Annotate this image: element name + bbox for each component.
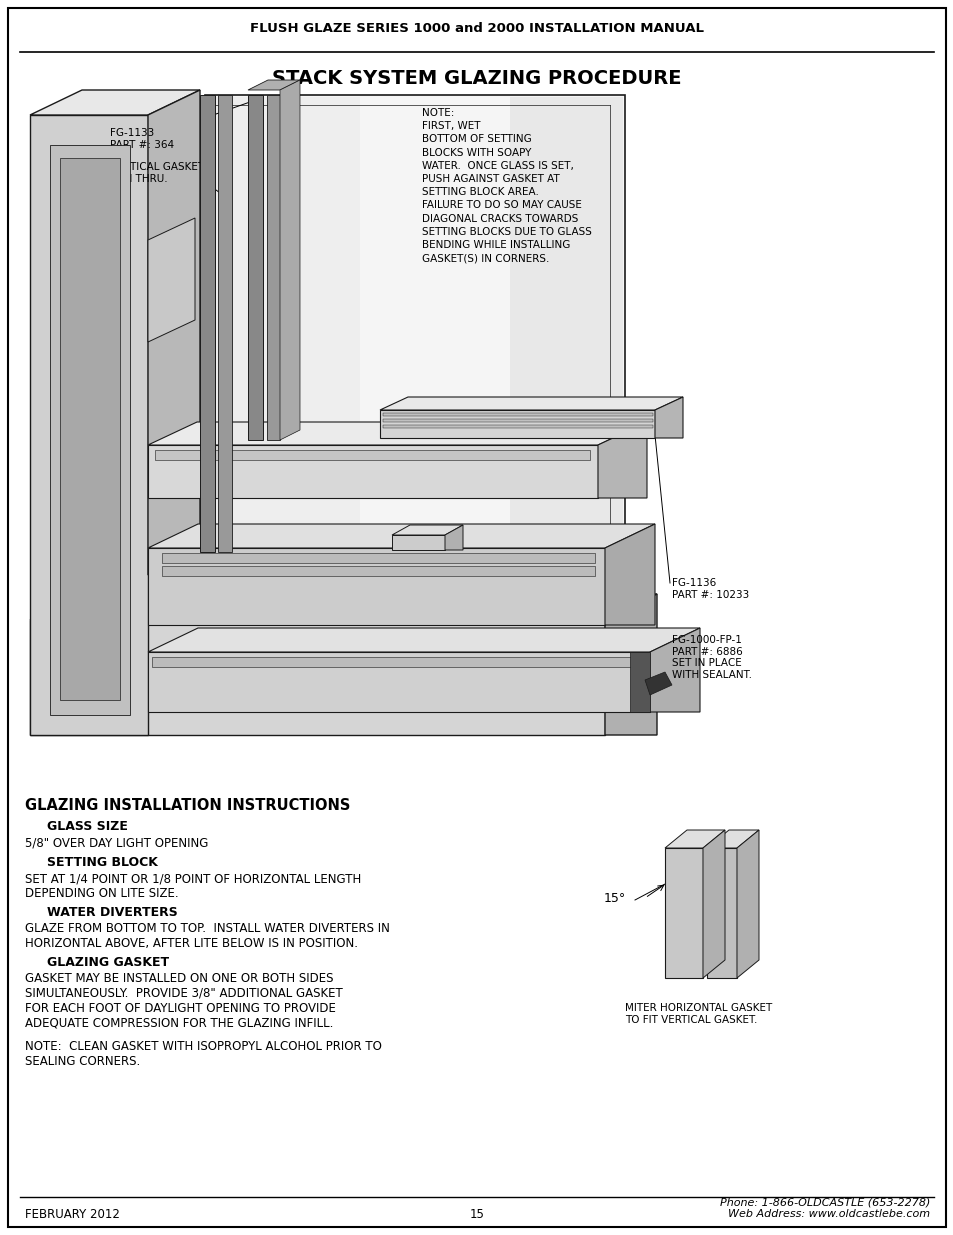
Polygon shape xyxy=(148,445,598,498)
Polygon shape xyxy=(382,425,652,429)
Polygon shape xyxy=(148,652,649,713)
Polygon shape xyxy=(604,524,655,625)
Polygon shape xyxy=(162,566,595,576)
Polygon shape xyxy=(152,657,644,667)
Text: NOTE:  CLEAN GASKET WITH ISOPROPYL ALCOHOL PRIOR TO
SEALING CORNERS.: NOTE: CLEAN GASKET WITH ISOPROPYL ALCOHO… xyxy=(25,1040,381,1068)
Polygon shape xyxy=(598,422,646,498)
Polygon shape xyxy=(649,629,700,713)
Text: STACK SYSTEM GLAZING PROCEDURE: STACK SYSTEM GLAZING PROCEDURE xyxy=(272,68,681,88)
Text: 15°: 15° xyxy=(603,892,625,904)
Polygon shape xyxy=(148,548,604,625)
Polygon shape xyxy=(162,553,595,563)
Polygon shape xyxy=(30,115,148,735)
Polygon shape xyxy=(30,620,604,735)
Text: SETTING BLOCK: SETTING BLOCK xyxy=(47,856,157,869)
Polygon shape xyxy=(664,848,702,978)
Polygon shape xyxy=(154,450,589,459)
Polygon shape xyxy=(604,594,657,735)
Polygon shape xyxy=(148,219,194,342)
Text: GLAZING INSTALLATION INSTRUCTIONS: GLAZING INSTALLATION INSTRUCTIONS xyxy=(25,798,350,813)
Polygon shape xyxy=(629,652,649,713)
Text: 15: 15 xyxy=(469,1209,484,1221)
Polygon shape xyxy=(148,629,700,652)
Text: NOTE:
FIRST, WET
BOTTOM OF SETTING
BLOCKS WITH SOAPY
WATER.  ONCE GLASS IS SET,
: NOTE: FIRST, WET BOTTOM OF SETTING BLOCK… xyxy=(421,107,591,263)
Text: GLAZING GASKET: GLAZING GASKET xyxy=(47,956,169,969)
Polygon shape xyxy=(30,594,657,620)
Polygon shape xyxy=(207,98,359,550)
Polygon shape xyxy=(218,95,232,552)
Polygon shape xyxy=(644,672,671,695)
Polygon shape xyxy=(148,90,200,576)
Polygon shape xyxy=(248,95,263,440)
Polygon shape xyxy=(382,419,652,422)
Polygon shape xyxy=(50,144,130,715)
Text: GASKET MAY BE INSTALLED ON ONE OR BOTH SIDES
SIMULTANEOUSLY.  PROVIDE 3/8" ADDIT: GASKET MAY BE INSTALLED ON ONE OR BOTH S… xyxy=(25,972,342,1030)
Text: FG-1000-FP-1
PART #: 6886
SET IN PLACE
WITH SEALANT.: FG-1000-FP-1 PART #: 6886 SET IN PLACE W… xyxy=(671,635,751,679)
Text: WATER DIVERTERS: WATER DIVERTERS xyxy=(47,906,177,919)
Polygon shape xyxy=(664,830,724,848)
Polygon shape xyxy=(706,830,759,848)
Polygon shape xyxy=(379,410,655,438)
Polygon shape xyxy=(60,158,120,700)
Polygon shape xyxy=(148,524,655,548)
Polygon shape xyxy=(205,95,624,552)
Text: GLASS SIZE: GLASS SIZE xyxy=(47,820,128,832)
Text: FLUSH GLAZE SERIES 1000 and 2000 INSTALLATION MANUAL: FLUSH GLAZE SERIES 1000 and 2000 INSTALL… xyxy=(250,21,703,35)
Text: Phone: 1-866-OLDCASTLE (653-2278)
Web Address: www.oldcastlebe.com: Phone: 1-866-OLDCASTLE (653-2278) Web Ad… xyxy=(719,1197,929,1219)
Polygon shape xyxy=(655,396,682,438)
Polygon shape xyxy=(510,98,622,550)
Text: FG-1136
PART #: 10233: FG-1136 PART #: 10233 xyxy=(671,578,748,600)
Polygon shape xyxy=(702,830,724,978)
Polygon shape xyxy=(737,830,759,978)
Text: 5/8" OVER DAY LIGHT OPENING: 5/8" OVER DAY LIGHT OPENING xyxy=(25,836,208,848)
Polygon shape xyxy=(200,95,214,552)
Polygon shape xyxy=(444,525,462,550)
Polygon shape xyxy=(379,396,682,410)
Polygon shape xyxy=(267,95,280,440)
Text: FG-1133
PART #: 364: FG-1133 PART #: 364 xyxy=(110,128,174,149)
Text: VERTICAL GASKETS
RUN THRU.: VERTICAL GASKETS RUN THRU. xyxy=(110,162,211,184)
Polygon shape xyxy=(248,80,299,90)
Polygon shape xyxy=(148,422,646,445)
Polygon shape xyxy=(30,90,200,115)
Polygon shape xyxy=(392,525,462,535)
Text: GLAZE FROM BOTTOM TO TOP.  INSTALL WATER DIVERTERS IN
HORIZONTAL ABOVE, AFTER LI: GLAZE FROM BOTTOM TO TOP. INSTALL WATER … xyxy=(25,923,390,950)
Text: MITER HORIZONTAL GASKET
TO FIT VERTICAL GASKET.: MITER HORIZONTAL GASKET TO FIT VERTICAL … xyxy=(624,1003,771,1025)
Polygon shape xyxy=(280,80,299,440)
Text: SET AT 1/4 POINT OR 1/8 POINT OF HORIZONTAL LENGTH
DEPENDING ON LITE SIZE.: SET AT 1/4 POINT OR 1/8 POINT OF HORIZON… xyxy=(25,872,361,900)
Text: FEBRUARY 2012: FEBRUARY 2012 xyxy=(25,1209,120,1221)
Polygon shape xyxy=(392,535,444,550)
Polygon shape xyxy=(382,412,652,416)
Polygon shape xyxy=(706,848,737,978)
